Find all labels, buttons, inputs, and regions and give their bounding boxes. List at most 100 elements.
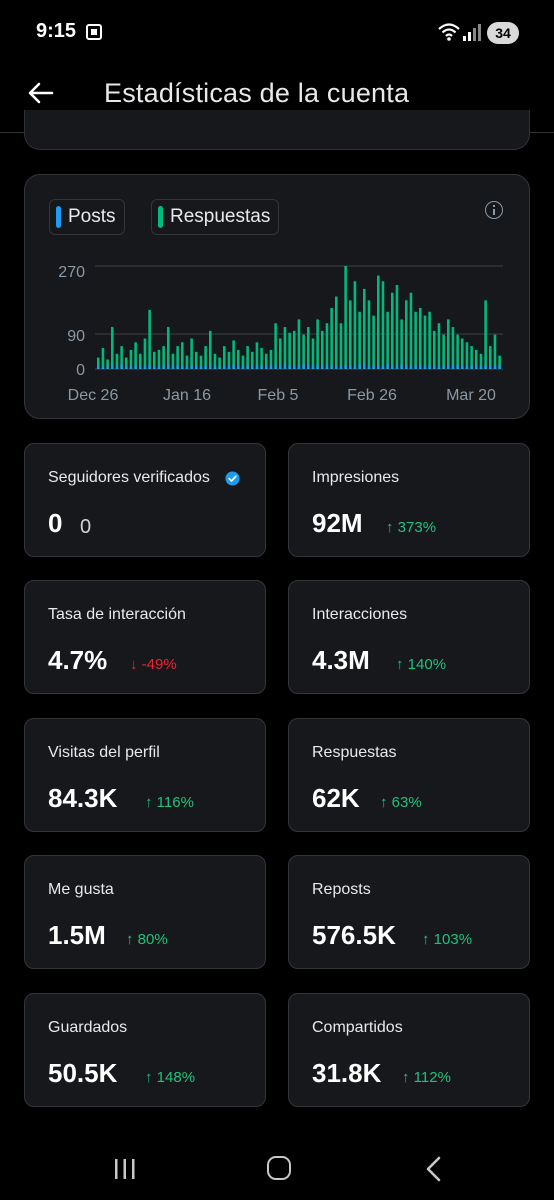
bar-posts — [405, 364, 408, 369]
bar-respuestas — [456, 334, 459, 369]
bar-respuestas — [461, 338, 464, 369]
stat-card-compartidos[interactable]: Compartidos 31.8K ↑ 112% — [288, 993, 530, 1107]
bar-respuestas — [475, 349, 478, 369]
bar-posts — [437, 365, 441, 369]
stat-value: 92M — [312, 508, 363, 538]
stat-value: 50.5K — [48, 1058, 118, 1088]
bar-respuestas — [106, 359, 109, 369]
bar-respuestas — [269, 349, 273, 369]
x-tick-feb26: Feb 26 — [347, 387, 397, 404]
stat-card-seguidores-verificados[interactable]: Seguidores verificados 0 0 — [24, 443, 266, 557]
bar-posts — [167, 364, 170, 369]
bar-posts — [111, 365, 114, 369]
bar-posts — [293, 364, 296, 369]
status-time: 9:15 — [36, 20, 77, 42]
bar-respuestas — [437, 323, 441, 369]
arrow-up-icon: ↑ — [126, 931, 134, 948]
stat-label: Me gusta — [48, 881, 114, 898]
bar-posts — [325, 364, 329, 369]
bar-respuestas — [181, 342, 184, 369]
bar-posts — [227, 365, 231, 369]
recent-apps-icon[interactable] — [114, 1158, 136, 1180]
stat-value: 84.3K — [48, 783, 118, 813]
bar-posts — [260, 365, 263, 369]
bar-posts — [157, 365, 161, 369]
bar-posts — [297, 365, 301, 369]
bar-respuestas — [335, 296, 338, 369]
chart-bars — [97, 266, 501, 369]
bar-posts — [97, 365, 100, 369]
bar-respuestas — [400, 319, 403, 369]
info-icon[interactable] — [485, 201, 503, 219]
bar-respuestas — [358, 311, 361, 369]
stat-card-impresiones[interactable]: Impresiones 92M ↑ 373% — [288, 443, 530, 557]
stat-card-guardados[interactable]: Guardados 50.5K ↑ 148% — [24, 993, 266, 1107]
bar-posts — [125, 366, 128, 369]
stat-change: ↑ 63% — [380, 794, 422, 811]
bar-respuestas — [143, 338, 147, 369]
y-tick-0: 0 — [76, 362, 85, 379]
bar-respuestas — [246, 346, 249, 369]
bar-respuestas — [381, 281, 385, 369]
bar-posts — [335, 366, 338, 369]
bar-posts — [139, 366, 142, 369]
screenshot-icon — [86, 24, 102, 40]
stat-label: Reposts — [312, 881, 371, 898]
stat-card-visitas-del-perfil[interactable]: Visitas del perfil 84.3K ↑ 116% — [24, 718, 266, 832]
bar-respuestas — [479, 353, 483, 369]
stat-card-tasa-de-interaccion[interactable]: Tasa de interacción 4.7% ↓ -49% — [24, 580, 266, 694]
activity-chart-card: Posts Respuestas 270 90 0 Dec 26 Jan 16 … — [24, 174, 530, 419]
stat-change: ↑ 140% — [396, 656, 447, 673]
bar-respuestas — [447, 319, 450, 369]
bar-respuestas — [274, 323, 277, 369]
bar-respuestas — [409, 292, 413, 369]
arrow-up-icon: ↑ — [386, 519, 394, 536]
bar-respuestas — [372, 315, 375, 369]
bar-respuestas — [237, 349, 240, 369]
stat-card-reposts[interactable]: Reposts 576.5K ↑ 103% — [288, 855, 530, 969]
bar-respuestas — [465, 342, 469, 369]
bar-posts — [451, 365, 455, 369]
bar-posts — [176, 365, 179, 369]
page-title: Estadísticas de la cuenta — [104, 78, 410, 108]
home-icon[interactable] — [267, 1156, 291, 1180]
bar-respuestas — [395, 285, 399, 369]
bar-posts — [279, 365, 282, 369]
chevron-left-icon[interactable] — [424, 1156, 442, 1182]
bar-respuestas — [307, 327, 310, 369]
status-bar: 9:15 34 — [0, 0, 554, 66]
bar-posts — [241, 366, 245, 369]
arrow-left-icon[interactable] — [26, 78, 56, 108]
legend-posts-swatch — [56, 206, 61, 228]
bar-posts — [442, 365, 445, 369]
bar-posts — [419, 364, 422, 369]
bar-posts — [171, 366, 175, 369]
stat-card-me-gusta[interactable]: Me gusta 1.5M ↑ 80% — [24, 855, 266, 969]
legend-respuestas[interactable]: Respuestas — [151, 199, 280, 235]
stat-secondary-value: 0 — [80, 516, 92, 538]
bar-posts — [218, 366, 221, 369]
bar-respuestas — [302, 334, 305, 369]
bar-respuestas — [367, 300, 371, 369]
stat-card-interacciones[interactable]: Interacciones 4.3M ↑ 140% — [288, 580, 530, 694]
bar-posts — [232, 364, 235, 369]
bar-posts — [391, 365, 394, 369]
bar-respuestas — [171, 353, 175, 369]
stat-label: Guardados — [48, 1019, 128, 1036]
bar-respuestas — [97, 357, 100, 369]
bar-posts — [302, 364, 305, 369]
bar-respuestas — [451, 327, 455, 369]
bar-respuestas — [321, 330, 324, 369]
stat-card-respuestas[interactable]: Respuestas 62K ↑ 63% — [288, 718, 530, 832]
bar-respuestas — [316, 319, 319, 369]
bar-posts — [367, 365, 371, 369]
bar-respuestas — [199, 355, 203, 369]
bar-respuestas — [162, 346, 165, 369]
bar-respuestas — [195, 351, 198, 369]
bar-respuestas — [101, 348, 105, 369]
bar-respuestas — [204, 346, 207, 369]
bar-respuestas — [223, 346, 226, 369]
bar-respuestas — [111, 327, 114, 369]
bar-posts — [461, 365, 464, 369]
legend-posts[interactable]: Posts — [49, 199, 125, 235]
